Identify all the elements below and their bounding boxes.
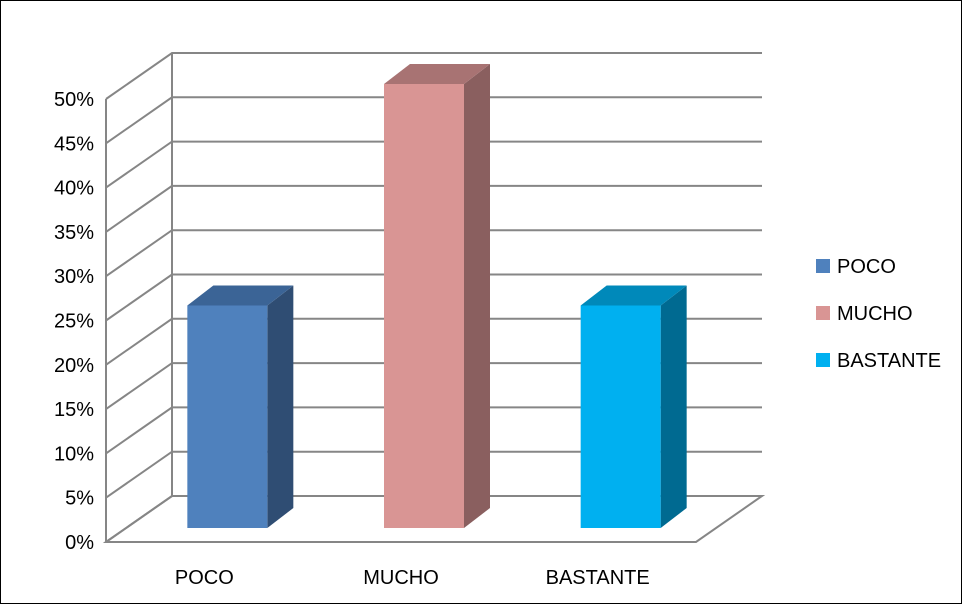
floor xyxy=(102,495,766,543)
bars xyxy=(187,64,687,528)
y-tick-label: 50% xyxy=(54,89,94,111)
gridlines xyxy=(102,52,766,543)
y-tick-label: 5% xyxy=(65,488,94,510)
bar xyxy=(580,305,661,528)
bar-top xyxy=(187,285,294,306)
y-tick-label: 25% xyxy=(54,311,94,333)
bar-side xyxy=(660,285,687,528)
y-tick-label: 30% xyxy=(54,266,94,288)
y-tick-label: 45% xyxy=(54,133,94,155)
legend-swatch xyxy=(816,353,830,367)
x-category-label: BASTANTE xyxy=(546,567,650,589)
x-axis-categories: POCO MUCHO BASTANTE xyxy=(175,567,650,589)
legend-swatch xyxy=(816,259,830,273)
bar-top xyxy=(580,285,687,306)
x-category-label: MUCHO xyxy=(363,567,439,589)
y-tick-label: 10% xyxy=(54,443,94,465)
y-tick-label: 0% xyxy=(65,532,94,554)
legend: POCO MUCHO BASTANTE xyxy=(816,256,941,372)
bar-side xyxy=(267,285,294,528)
bar-top xyxy=(384,64,490,84)
bar xyxy=(384,84,464,528)
legend-swatch xyxy=(816,306,830,320)
y-axis-ticks: 0% 5% 10% 15% 20% 25% 30% 35% 40% 45% 50% xyxy=(54,89,94,554)
legend-label: BASTANTE xyxy=(837,350,941,372)
y-tick-label: 15% xyxy=(54,399,94,421)
y-tick-label: 35% xyxy=(54,222,94,244)
bar-side xyxy=(464,64,490,528)
legend-label: MUCHO xyxy=(837,303,913,325)
x-category-label: POCO xyxy=(175,567,234,589)
y-tick-label: 20% xyxy=(54,355,94,377)
bar xyxy=(187,305,268,528)
y-tick-label: 40% xyxy=(54,178,94,200)
legend-label: POCO xyxy=(837,256,896,278)
